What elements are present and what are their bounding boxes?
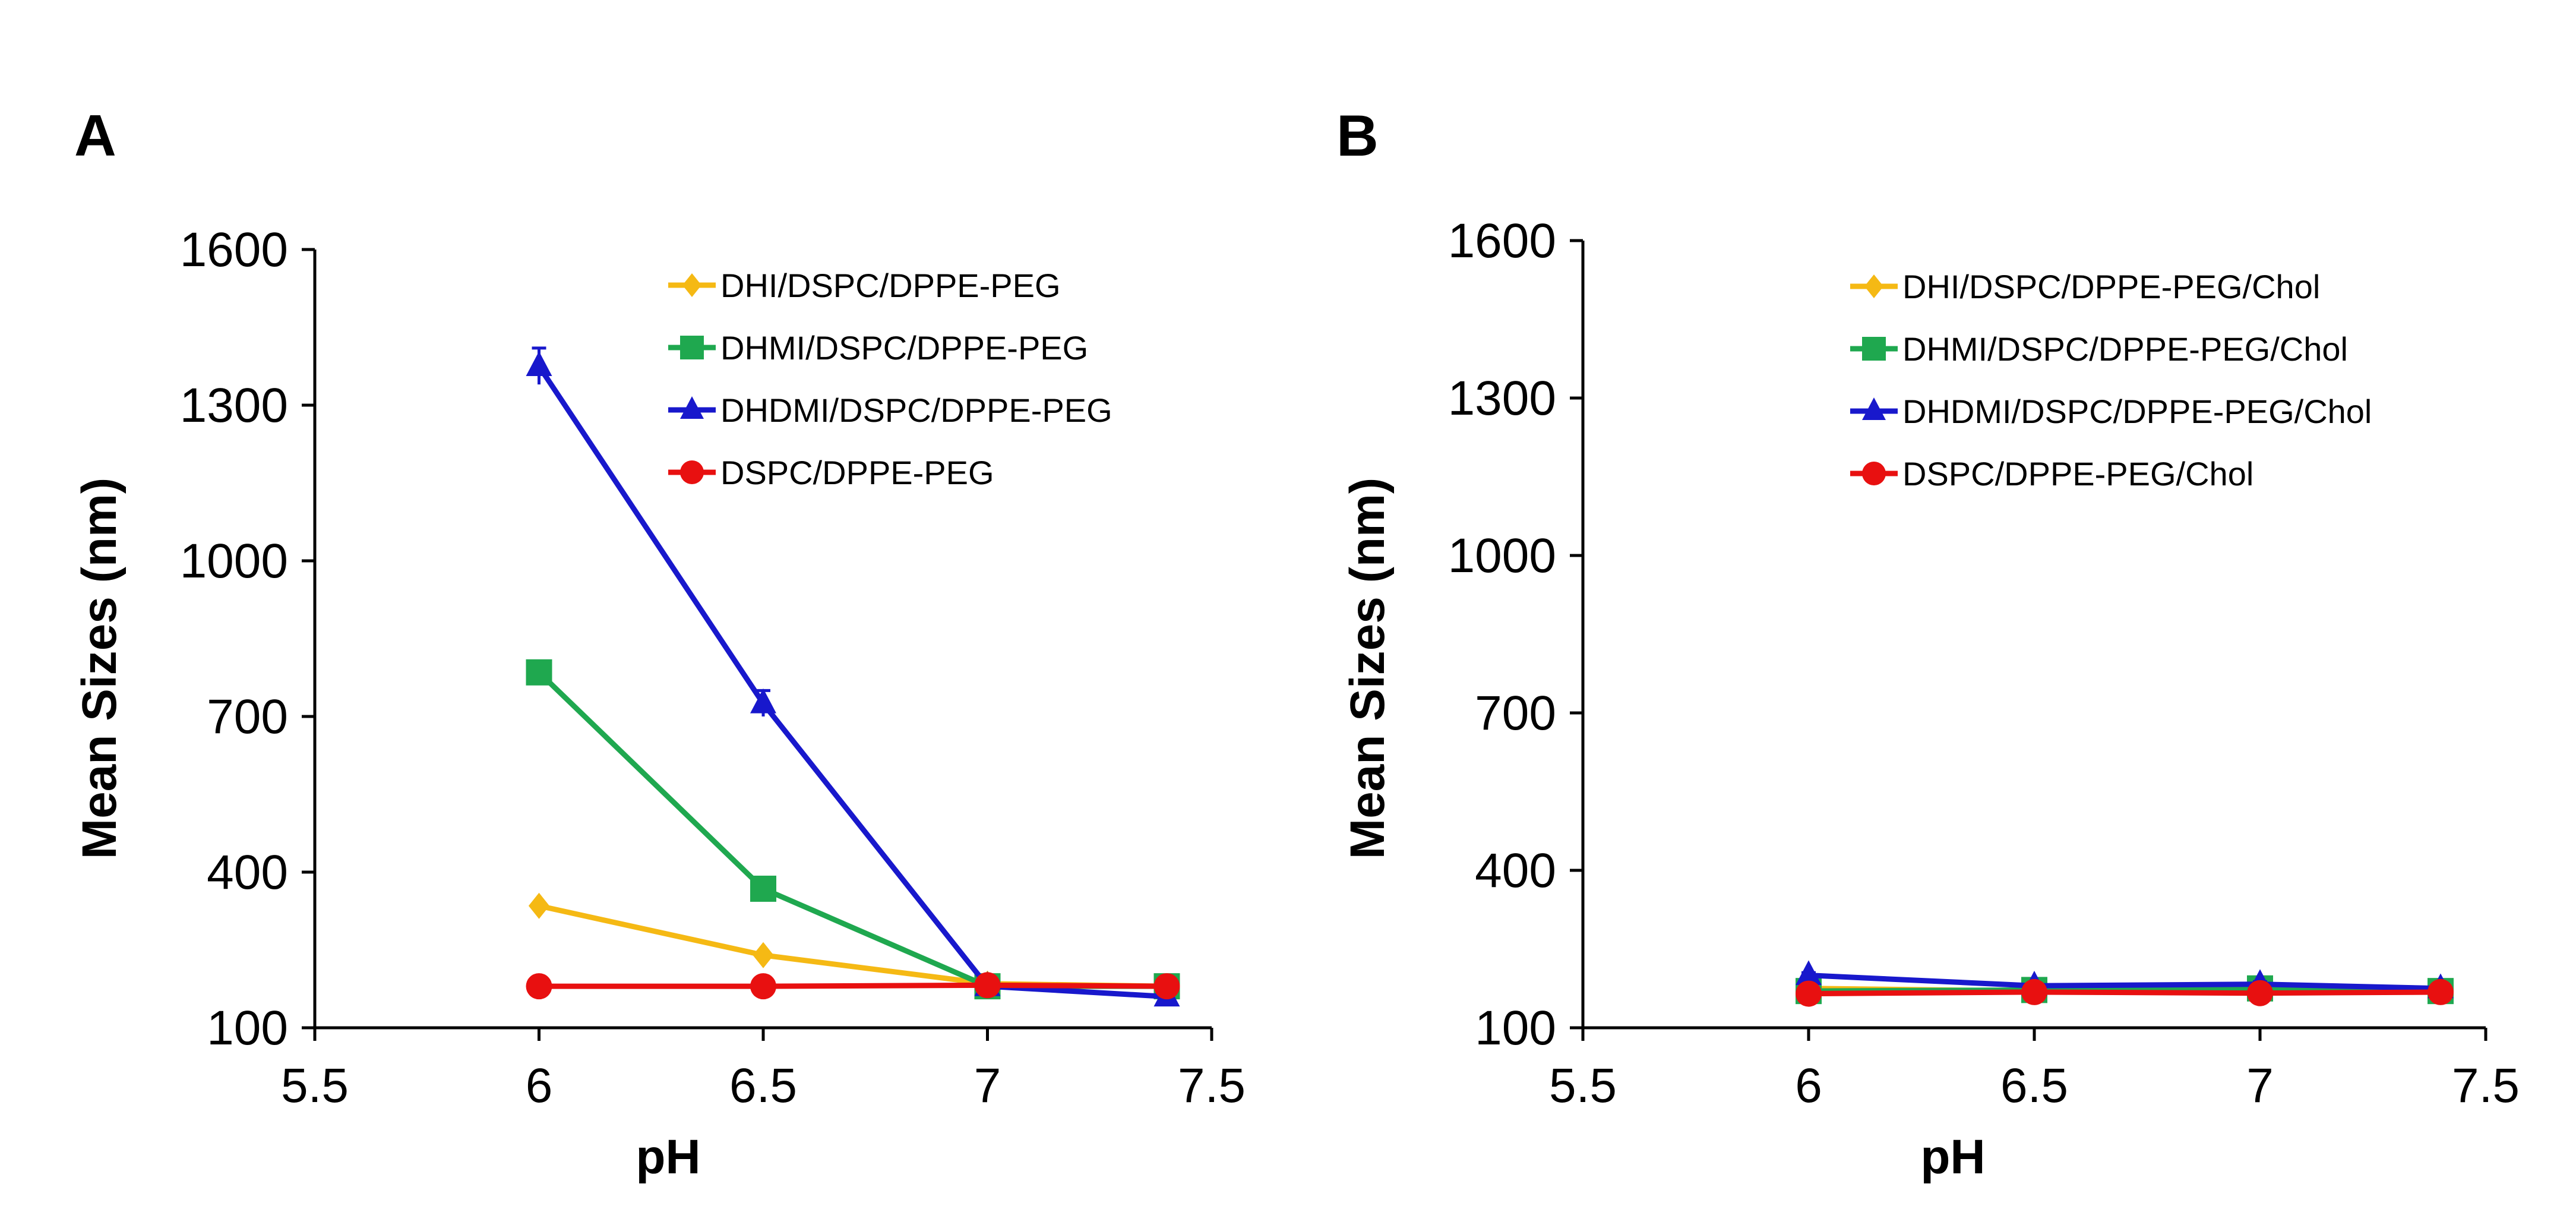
panel-letter: B <box>1336 103 1379 168</box>
series-line <box>1808 973 2441 992</box>
legend-label: DHI/DSPC/DPPE-PEG/Chol <box>1902 268 2320 305</box>
y-tick-label: 1600 <box>1448 214 1556 268</box>
x-tick-label: 5.5 <box>1549 1059 1617 1113</box>
legend-item: DHDMI/DSPC/DPPE-PEG/Chol <box>1850 393 2372 430</box>
y-tick-label: 400 <box>1475 844 1556 898</box>
data-point <box>750 973 776 1000</box>
legend-item: DSPC/DPPE-PEG/Chol <box>1850 455 2253 492</box>
legend-label: DHDMI/DSPC/DPPE-PEG <box>720 392 1112 429</box>
series-4 <box>526 972 1180 1000</box>
legend: DHI/DSPC/DPPE-PEG/Chol DHMI/DSPC/DPPE-PEG… <box>1850 268 2372 492</box>
data-point <box>750 875 776 902</box>
data-point <box>528 892 550 919</box>
data-point <box>1153 973 1180 1000</box>
series-4 <box>1796 978 2454 1007</box>
legend-label: DHI/DSPC/DPPE-PEG <box>720 267 1061 304</box>
series-2 <box>526 659 1180 1000</box>
series-line <box>539 982 1167 989</box>
legend-item: DHI/DSPC/DPPE-PEG/Chol <box>1850 268 2320 305</box>
legend-swatch-marker <box>680 396 704 419</box>
y-tick-label: 700 <box>1475 686 1556 740</box>
y-tick-label: 400 <box>207 845 288 899</box>
series-line <box>536 365 1167 1000</box>
data-point <box>1796 980 1822 1007</box>
y-tick-label: 100 <box>207 1001 288 1055</box>
data-point <box>974 972 1001 999</box>
legend-swatch-marker <box>680 336 704 359</box>
legend-swatch-marker <box>682 273 701 297</box>
x-tick-label: 6 <box>1795 1059 1822 1113</box>
legend-item: DSPC/DPPE-PEG <box>668 454 994 491</box>
panel-letter: A <box>74 103 116 168</box>
panel-a: A pH Mean Sizes (nm) 5.5 6 6.5 7 7.5 100 400 70… <box>72 103 1246 1184</box>
legend-label: DSPC/DPPE-PEG <box>720 454 994 491</box>
x-tick-label: 5.5 <box>281 1059 349 1113</box>
legend-label: DHDMI/DSPC/DPPE-PEG/Chol <box>1902 393 2372 430</box>
legend-item: DHMI/DSPC/DPPE-PEG <box>668 329 1088 367</box>
legend-label: DHMI/DSPC/DPPE-PEG <box>720 329 1088 367</box>
y-tick-label: 1000 <box>180 534 288 588</box>
data-point <box>2021 978 2047 1005</box>
data-point <box>753 942 774 968</box>
x-tick-label: 7 <box>974 1059 1001 1113</box>
y-tick-label: 700 <box>207 690 288 744</box>
y-axis-label: Mean Sizes (nm) <box>72 478 127 859</box>
x-tick-label: 6.5 <box>2000 1059 2068 1113</box>
x-tick-label: 6 <box>526 1059 553 1113</box>
data-point <box>526 973 552 1000</box>
data-point <box>2428 978 2454 1005</box>
x-axis-label: pH <box>1920 1130 1985 1184</box>
data-point <box>2247 980 2273 1006</box>
series-line <box>538 903 1167 989</box>
legend-swatch-marker <box>1862 462 1886 485</box>
panel-b: B pH Mean Sizes (nm) 5.5 6 6.5 7 7.5 100 400 70… <box>1336 103 2520 1184</box>
legend-swatch-marker <box>1862 337 1886 361</box>
legend: DHI/DSPC/DPPE-PEG DHMI/DSPC/DPPE-PEG DHDMI… <box>668 267 1112 491</box>
x-tick-label: 7.5 <box>2452 1059 2520 1113</box>
data-point <box>526 659 552 686</box>
x-tick-label: 6.5 <box>729 1059 797 1113</box>
legend-swatch-marker <box>1864 274 1883 298</box>
legend-item: DHMI/DSPC/DPPE-PEG/Chol <box>1850 330 2348 368</box>
y-tick-label: 100 <box>1475 1001 1556 1055</box>
legend-swatch-marker <box>1862 397 1886 420</box>
y-tick-label: 1300 <box>180 378 288 432</box>
data-point <box>750 688 776 714</box>
legend-item: DHI/DSPC/DPPE-PEG <box>668 267 1061 304</box>
legend-label: DHMI/DSPC/DPPE-PEG/Chol <box>1902 330 2348 368</box>
y-tick-label: 1000 <box>1448 529 1556 583</box>
x-tick-label: 7.5 <box>1178 1059 1246 1113</box>
legend-item: DHDMI/DSPC/DPPE-PEG <box>668 392 1112 429</box>
series-line <box>537 670 1167 989</box>
x-tick-label: 7 <box>2246 1059 2274 1113</box>
legend-swatch-marker <box>680 460 704 484</box>
y-tick-label: 1600 <box>180 223 288 277</box>
series-line <box>1808 989 2441 997</box>
y-tick-label: 1300 <box>1448 371 1556 425</box>
x-axis-label: pH <box>636 1130 700 1184</box>
y-axis-label: Mean Sizes (nm) <box>1341 478 1395 859</box>
series-3 <box>526 346 1180 1007</box>
legend-label: DSPC/DPPE-PEG/Chol <box>1902 455 2253 492</box>
data-point <box>1796 960 1822 986</box>
data-point <box>526 351 552 376</box>
